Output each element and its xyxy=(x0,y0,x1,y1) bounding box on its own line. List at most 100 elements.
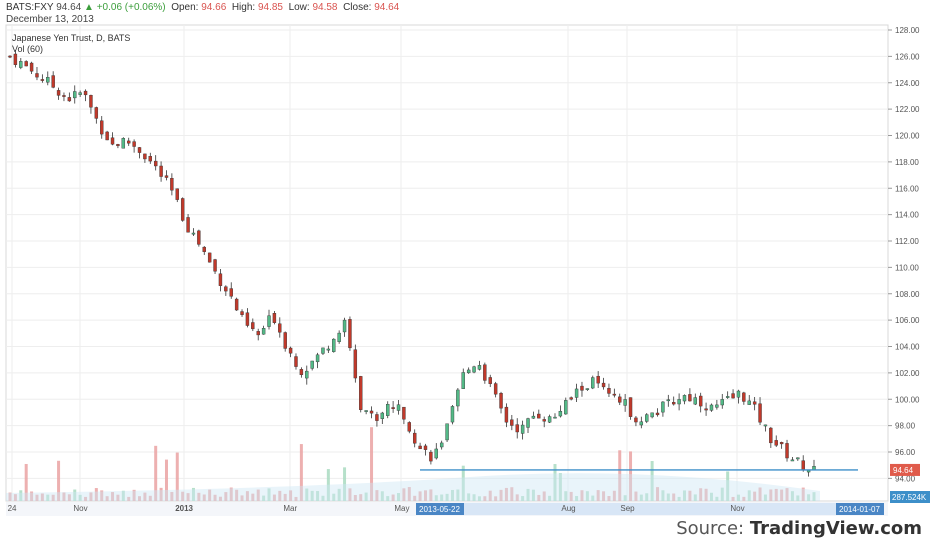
candle-body xyxy=(342,319,347,333)
volume-bar xyxy=(143,492,147,501)
candle-body xyxy=(510,419,514,426)
volume-bar xyxy=(569,491,573,501)
candle-body xyxy=(709,404,714,411)
volume-bar xyxy=(24,463,28,501)
candle-body xyxy=(207,252,212,263)
volume-bar xyxy=(148,495,152,501)
candle-body xyxy=(305,370,309,379)
candle-body xyxy=(224,286,228,292)
date-highlight-end xyxy=(836,503,884,515)
volume-bar xyxy=(370,427,374,501)
volume-bar xyxy=(164,459,168,501)
volume-bar xyxy=(656,487,660,501)
candle-body xyxy=(655,412,660,416)
candle-body xyxy=(337,332,341,342)
volume-bar xyxy=(515,494,519,501)
candle-body xyxy=(256,331,260,336)
volume-bar xyxy=(704,488,708,501)
candle-body xyxy=(218,273,223,286)
candle-body xyxy=(634,417,638,423)
volume-bar xyxy=(40,493,44,501)
volume-bar xyxy=(477,496,481,501)
candle-body xyxy=(574,388,579,398)
candle-body xyxy=(19,61,23,68)
volume-bar xyxy=(391,494,395,501)
volume-bar xyxy=(364,492,368,501)
candle-body xyxy=(515,424,519,433)
open-label: Open: xyxy=(171,2,199,13)
candle-body xyxy=(127,140,131,144)
candle-body xyxy=(310,360,314,369)
candle-body xyxy=(715,404,719,408)
volume-bar xyxy=(585,491,589,501)
candle-body xyxy=(591,377,595,389)
candle-body xyxy=(364,410,368,412)
price-label-box xyxy=(890,463,920,476)
candle-body xyxy=(402,406,406,420)
volume-ma-area xyxy=(6,473,820,501)
candle-body xyxy=(369,410,374,414)
volume-bar xyxy=(747,490,751,501)
candle-body xyxy=(445,423,449,441)
volume-bar xyxy=(418,491,422,501)
last-price: 94.64 xyxy=(56,2,82,13)
candle-body xyxy=(747,400,751,405)
y-tick-label: 100.00 xyxy=(895,395,920,404)
volume-bar xyxy=(693,494,697,501)
price-chart[interactable]: 128.00 126.00 124.00 122.00 120.00 118.00 116.… xyxy=(0,0,932,520)
volume-bar xyxy=(46,494,50,501)
volume-bar xyxy=(618,450,622,501)
candle-body xyxy=(429,451,433,462)
y-tick-label: 120.00 xyxy=(895,132,920,141)
candle-body xyxy=(677,399,681,405)
high-value: 94.85 xyxy=(257,2,283,13)
y-tick-label: 122.00 xyxy=(895,105,920,114)
candle-body xyxy=(520,424,525,434)
volume-bar xyxy=(343,467,347,501)
volume-bar xyxy=(672,493,676,501)
candle-body xyxy=(143,153,147,160)
volume-bar xyxy=(67,494,71,501)
candle-body xyxy=(78,92,82,95)
candle-body xyxy=(89,95,93,108)
x-tick-label: 2013 xyxy=(175,504,193,513)
y-tick-label: 112.00 xyxy=(895,237,919,246)
candle-body xyxy=(812,466,816,470)
volume-bar xyxy=(89,492,93,501)
y-tick-label: 102.00 xyxy=(895,369,920,378)
candle-body xyxy=(704,408,708,411)
volume-bar xyxy=(445,493,449,501)
y-tick-label: 118.00 xyxy=(895,158,919,167)
volume-bar xyxy=(488,490,492,501)
candle-body xyxy=(537,413,541,419)
candle-body xyxy=(666,399,671,402)
volume-bar xyxy=(661,490,665,501)
volume-bar xyxy=(774,488,778,501)
volume-bar xyxy=(13,494,17,501)
volume-bar xyxy=(407,487,411,501)
y-tick-label: 104.00 xyxy=(895,343,920,352)
candle-body xyxy=(267,315,271,327)
candle-body xyxy=(688,394,692,402)
candle-body xyxy=(542,419,546,422)
candle-body xyxy=(645,414,649,422)
volume-bar xyxy=(461,465,465,501)
y-tick-label: 124.00 xyxy=(895,79,920,88)
candle-body xyxy=(412,432,417,444)
volume-bar xyxy=(310,490,314,501)
volume-bar xyxy=(197,492,201,501)
candle-body xyxy=(736,390,741,398)
volume-bar xyxy=(51,494,55,501)
volume-bar xyxy=(580,490,584,501)
volume-bar xyxy=(796,495,800,501)
volume-bar xyxy=(332,493,336,501)
volume-bar xyxy=(467,493,471,501)
volume-bar xyxy=(423,490,427,501)
volume-bar xyxy=(375,490,379,501)
candle-body xyxy=(790,459,795,462)
candle-body xyxy=(321,347,325,354)
y-tick-label: 126.00 xyxy=(895,52,920,61)
candle-body xyxy=(693,397,697,405)
volume-bar xyxy=(591,495,595,501)
candle-body xyxy=(67,97,72,102)
